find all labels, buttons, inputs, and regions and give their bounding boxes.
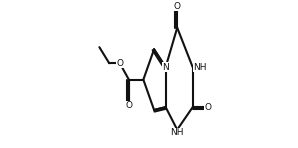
Text: O: O <box>116 59 123 68</box>
Text: NH: NH <box>193 63 207 72</box>
Text: O: O <box>174 1 181 11</box>
Text: O: O <box>204 103 212 112</box>
Text: N: N <box>162 63 169 72</box>
Text: NH: NH <box>170 128 184 137</box>
Text: O: O <box>125 102 132 110</box>
